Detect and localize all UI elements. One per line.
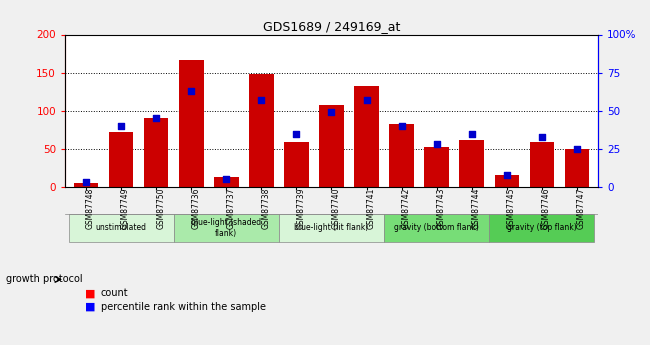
Point: [432, 141, 442, 147]
Text: GSM87737: GSM87737: [226, 188, 235, 229]
Point: [396, 123, 407, 129]
Text: gravity (bottom flank): gravity (bottom flank): [395, 223, 479, 233]
Bar: [179, 60, 203, 187]
Text: GSM87744: GSM87744: [472, 188, 481, 229]
Bar: [354, 86, 379, 187]
Text: GSM87749: GSM87749: [121, 188, 130, 229]
Title: GDS1689 / 249169_at: GDS1689 / 249169_at: [263, 20, 400, 33]
Text: GSM87740: GSM87740: [332, 188, 341, 229]
Bar: [73, 183, 98, 187]
Bar: [144, 118, 168, 187]
Bar: [319, 105, 344, 187]
Text: ■: ■: [84, 288, 95, 298]
Text: count: count: [101, 288, 129, 298]
Bar: [389, 124, 414, 187]
Text: GSM87738: GSM87738: [261, 188, 270, 229]
Text: GSM87741: GSM87741: [367, 188, 376, 229]
Text: unstimulated: unstimulated: [96, 223, 147, 233]
Bar: [565, 149, 590, 187]
Text: GSM87748: GSM87748: [86, 188, 95, 229]
Point: [326, 109, 337, 115]
Text: GSM87746: GSM87746: [542, 188, 551, 229]
Bar: [530, 142, 554, 187]
Bar: [68, 214, 174, 242]
Point: [221, 177, 231, 182]
Point: [291, 131, 302, 136]
Point: [467, 131, 477, 136]
Text: gravity (top flank): gravity (top flank): [507, 223, 577, 233]
Text: GSM87736: GSM87736: [191, 188, 200, 229]
Text: GSM87743: GSM87743: [437, 188, 446, 229]
Text: growth protocol: growth protocol: [6, 275, 83, 284]
Text: GSM87750: GSM87750: [156, 188, 165, 229]
Bar: [109, 132, 133, 187]
Bar: [174, 214, 279, 242]
Point: [361, 97, 372, 103]
Point: [186, 88, 196, 94]
Text: blue-light (lit flank): blue-light (lit flank): [294, 223, 369, 233]
Bar: [279, 214, 384, 242]
Bar: [384, 214, 489, 242]
Text: GSM87739: GSM87739: [296, 188, 306, 229]
Bar: [284, 142, 309, 187]
Bar: [249, 74, 274, 187]
Point: [116, 123, 126, 129]
Bar: [460, 140, 484, 187]
Point: [537, 134, 547, 139]
Bar: [495, 175, 519, 187]
Point: [256, 97, 266, 103]
Text: GSM87747: GSM87747: [577, 188, 586, 229]
Point: [502, 172, 512, 178]
Bar: [214, 177, 239, 187]
Text: ■: ■: [84, 302, 95, 312]
Text: blue-light (shaded
flank): blue-light (shaded flank): [191, 218, 261, 238]
Point: [572, 146, 582, 152]
Bar: [424, 147, 449, 187]
Bar: [489, 214, 595, 242]
Text: GSM87742: GSM87742: [402, 188, 411, 229]
Point: [151, 116, 161, 121]
Point: [81, 180, 91, 185]
Text: percentile rank within the sample: percentile rank within the sample: [101, 302, 266, 312]
Text: GSM87745: GSM87745: [507, 188, 516, 229]
